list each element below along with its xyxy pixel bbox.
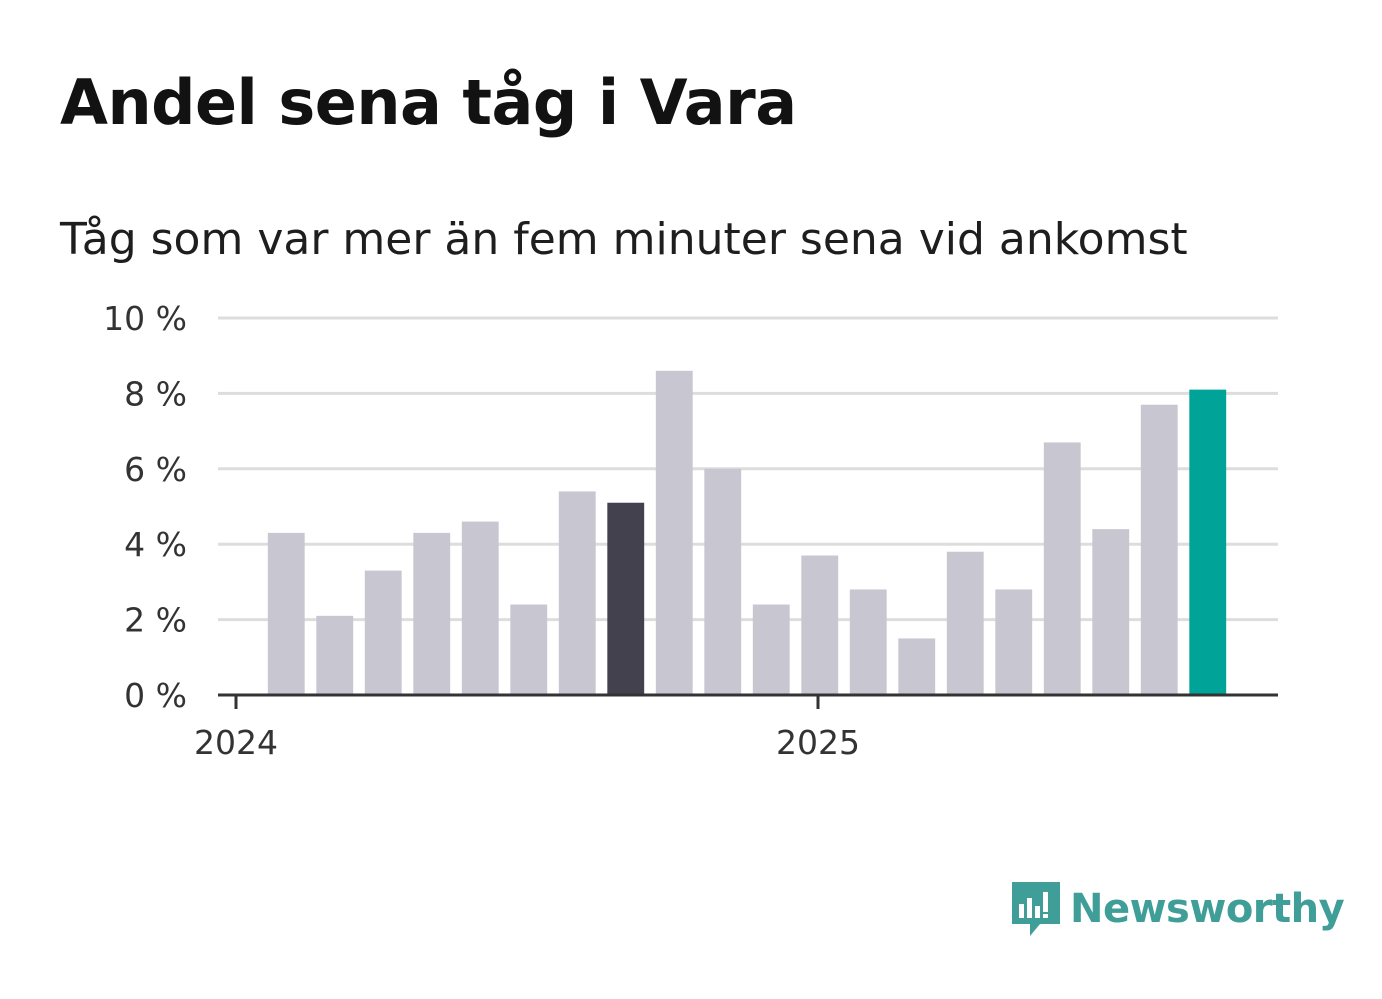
bar-2025-02 [898,638,936,695]
newsworthy-logo-icon [1012,882,1060,936]
x-tick-label: 2024 [194,723,278,762]
bars [267,370,1227,695]
bar-2024-07 [558,491,596,695]
bar-2024-12 [801,555,839,695]
brand-name: Newsworthy [1070,886,1345,932]
y-tick-label: 4 % [124,525,187,564]
bar-2024-01 [267,532,305,695]
bar-2024-03 [364,570,402,695]
bar-2025-05 [1043,442,1081,695]
bar-2025-04 [995,589,1033,695]
bar-2025-03 [946,551,984,695]
y-tick-label: 2 % [124,601,187,640]
bar-2024-04 [413,532,451,695]
bar-2024-09 [655,370,693,695]
bar-2024-02 [316,615,354,695]
bar-2024-11 [752,604,790,695]
bar-2025-07 [1140,404,1178,695]
chart-title: Andel sena tåg i Vara [60,66,797,139]
bar-2024-06 [510,604,548,695]
bar-2024-10 [704,468,742,695]
bar-2024-08 [607,502,645,695]
y-tick-label: 8 % [124,374,187,413]
y-axis-ticks: 0 % 2 % 4 % 6 % 8 % 10 % [103,299,187,715]
y-tick-label: 10 % [103,299,187,338]
x-axis-ticks: 2024 2025 [194,695,860,762]
bar-2025-01 [849,589,887,695]
bar-2024-05 [461,521,499,695]
x-tick-label: 2025 [776,723,860,762]
y-tick-label: 0 % [124,676,187,715]
chart-subtitle: Tåg som var mer än fem minuter sena vid … [60,214,1188,265]
brand-logo: Newsworthy [1010,878,1345,940]
bar-2025-06 [1092,529,1130,695]
y-tick-label: 6 % [124,450,187,489]
bar-2025-08 [1189,389,1227,695]
